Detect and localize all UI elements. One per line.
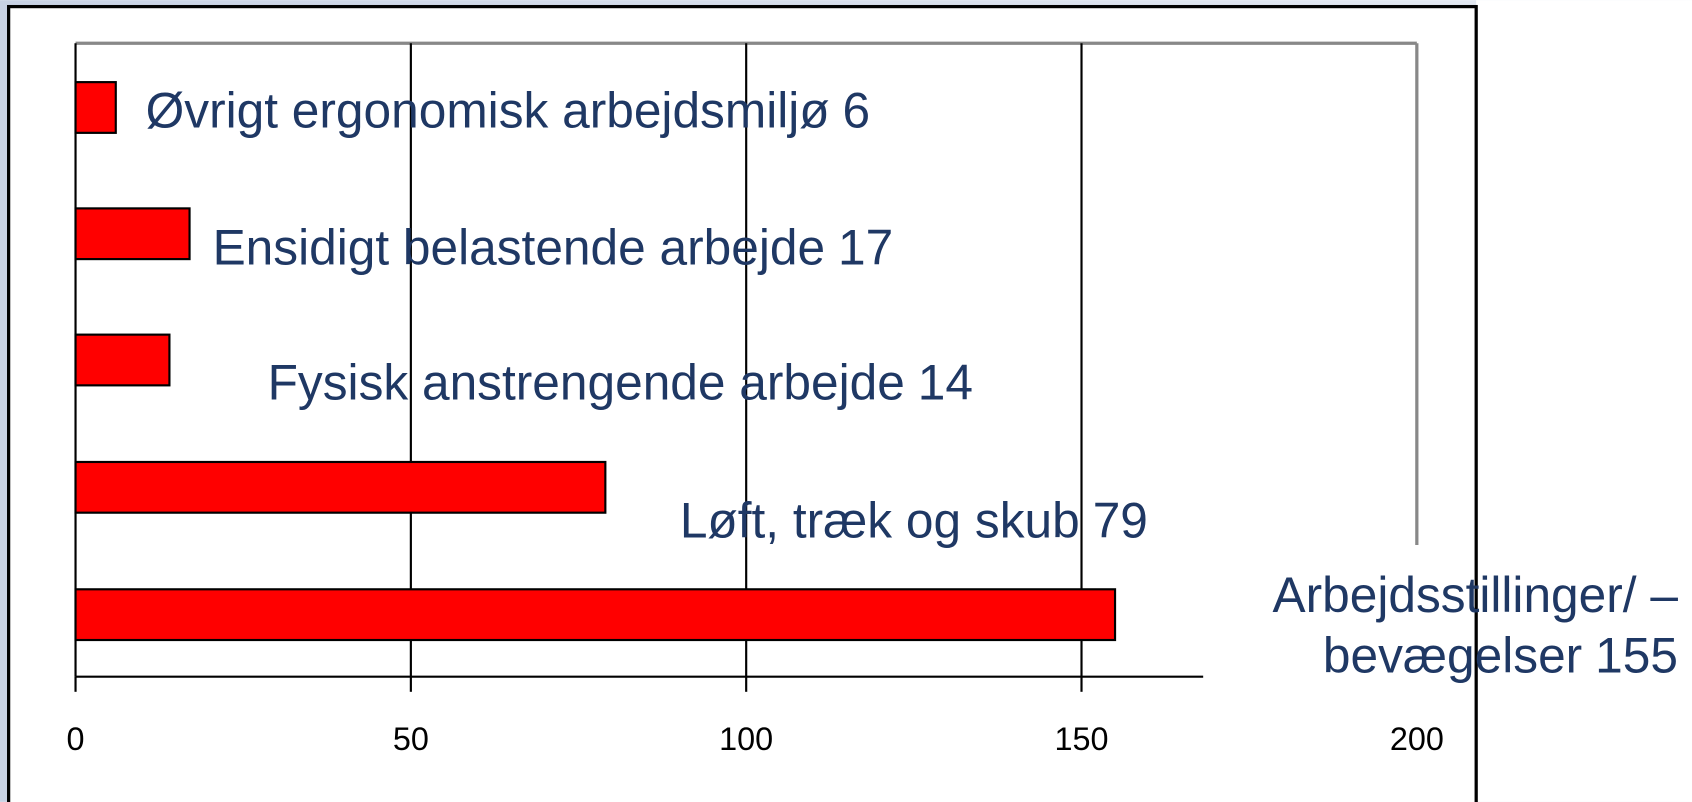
bar-label: Fysisk anstrengende arbejde 14 [268, 354, 973, 410]
category-label: Øvrigt ergonomisk arbejdsmiljø [146, 82, 830, 138]
bar [74, 333, 171, 387]
category-label: Ensidigt belastende arbejde [213, 219, 826, 275]
value-label: 155 [1595, 627, 1678, 683]
category-label: Arbejdsstillinger/ – [1273, 567, 1679, 623]
bar [74, 460, 607, 514]
bar-label: Løft, træk og skub 79 [680, 493, 1148, 549]
value-label: 17 [838, 219, 893, 275]
bar-label: Ensidigt belastende arbejde 17 [213, 219, 894, 275]
chart-frame [7, 4, 1478, 802]
value-label: 6 [843, 82, 871, 138]
x-tick-label: 200 [1390, 721, 1444, 757]
bar [74, 81, 117, 134]
background-right [1476, 0, 1692, 802]
x-tick-label: 100 [719, 721, 773, 757]
x-tick-label: 0 [67, 721, 85, 757]
bar [74, 588, 1117, 642]
category-label: Fysisk anstrengende arbejde [268, 354, 905, 410]
category-label: Løft, træk og skub [680, 493, 1080, 549]
value-label: 14 [918, 354, 973, 410]
x-tick-label: 50 [393, 721, 429, 757]
x-tick-label: 150 [1055, 721, 1109, 757]
category-label: bevægelser [1323, 627, 1582, 683]
bar-label: Øvrigt ergonomisk arbejdsmiljø 6 [146, 82, 870, 138]
value-label: 79 [1093, 493, 1148, 549]
bar [74, 207, 191, 261]
bar-label: Arbejdsstillinger/ – bevægelser 155 [1273, 567, 1679, 683]
